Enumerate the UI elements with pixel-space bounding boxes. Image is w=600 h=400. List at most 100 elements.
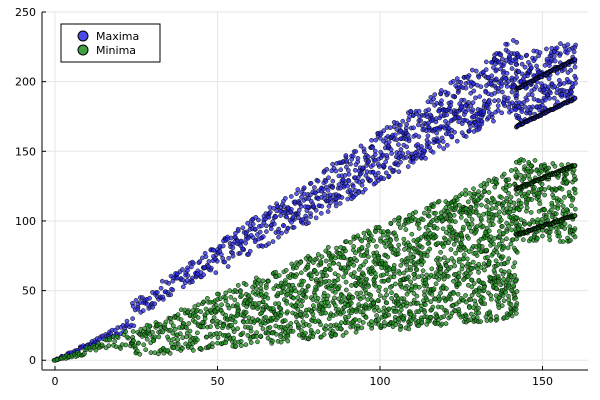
minima-point bbox=[293, 274, 298, 280]
maxima-point bbox=[473, 95, 478, 101]
minima-point bbox=[240, 330, 246, 336]
minima-point bbox=[282, 318, 288, 324]
maxima-point bbox=[496, 98, 501, 103]
minima-point bbox=[491, 268, 497, 273]
maxima-point bbox=[150, 304, 156, 310]
minima-point bbox=[513, 303, 519, 309]
maxima-point bbox=[346, 168, 351, 173]
minima-point bbox=[431, 286, 437, 292]
maxima-point bbox=[154, 290, 160, 295]
maxima-point bbox=[469, 67, 475, 73]
minima-point bbox=[438, 290, 443, 296]
minima-point bbox=[476, 310, 482, 316]
minima-point bbox=[278, 313, 283, 318]
minima-point bbox=[295, 300, 300, 305]
minima-point bbox=[106, 343, 112, 349]
minima-point bbox=[555, 205, 561, 211]
minima-point bbox=[401, 270, 407, 276]
maxima-point bbox=[455, 115, 461, 121]
minima-point bbox=[393, 281, 398, 287]
minima-point bbox=[526, 160, 532, 165]
maxima-point bbox=[552, 58, 558, 64]
minima-point bbox=[295, 295, 301, 300]
minima-point bbox=[284, 301, 290, 306]
minima-point bbox=[506, 190, 511, 196]
minima-point bbox=[471, 194, 476, 199]
minima-point bbox=[442, 255, 447, 260]
maxima-point bbox=[368, 177, 373, 183]
minima-point bbox=[389, 296, 395, 301]
maxima-point bbox=[470, 107, 476, 113]
maxima-point bbox=[285, 225, 291, 231]
maxima-branch-point bbox=[572, 57, 578, 63]
maxima-point bbox=[561, 81, 567, 86]
minima-point bbox=[386, 267, 392, 273]
minima-point bbox=[336, 261, 342, 267]
maxima-point bbox=[326, 175, 331, 181]
maxima-point bbox=[378, 149, 384, 155]
maxima-point bbox=[491, 118, 496, 124]
maxima-point bbox=[350, 184, 356, 189]
minima-point bbox=[453, 219, 458, 225]
minima-point bbox=[344, 239, 349, 244]
minima-point bbox=[202, 316, 208, 321]
minima-point bbox=[411, 290, 417, 296]
minima-point bbox=[373, 229, 378, 235]
minima-point bbox=[484, 247, 489, 253]
minima-point bbox=[455, 291, 461, 297]
minima-point bbox=[446, 240, 451, 246]
maxima-point bbox=[522, 104, 528, 110]
maxima-point bbox=[492, 90, 497, 96]
minima-point bbox=[571, 177, 577, 183]
minima-point bbox=[290, 328, 296, 334]
minima-point bbox=[190, 348, 196, 353]
maxima-point bbox=[230, 245, 236, 251]
minima-point bbox=[547, 237, 553, 243]
minima-point bbox=[215, 291, 220, 297]
maxima-point bbox=[430, 149, 436, 155]
minima-point bbox=[395, 251, 401, 257]
minima-point bbox=[406, 274, 411, 280]
minima-point bbox=[549, 214, 555, 219]
minima-point bbox=[360, 320, 366, 325]
minima-point bbox=[258, 281, 264, 287]
minima-point bbox=[415, 300, 421, 306]
maxima-point bbox=[225, 264, 231, 269]
minima-point bbox=[409, 231, 415, 237]
maxima-point bbox=[501, 60, 507, 66]
minima-point bbox=[308, 327, 314, 333]
minima-point bbox=[434, 226, 440, 231]
minima-point bbox=[481, 284, 487, 290]
minima-point bbox=[391, 274, 397, 280]
maxima-point bbox=[463, 134, 469, 139]
maxima-point bbox=[562, 66, 567, 72]
minima-point bbox=[514, 250, 520, 255]
maxima-point bbox=[465, 75, 471, 81]
minima-point bbox=[558, 199, 564, 205]
minima-point bbox=[351, 270, 357, 275]
minima-point bbox=[513, 295, 518, 301]
minima-point bbox=[429, 266, 435, 272]
maxima-point bbox=[390, 167, 396, 173]
minima-point bbox=[175, 312, 181, 317]
minima-point bbox=[360, 270, 366, 276]
maxima-point bbox=[333, 203, 339, 209]
maxima-point bbox=[463, 85, 469, 91]
minima-point bbox=[436, 198, 442, 204]
maxima-point bbox=[450, 93, 456, 99]
maxima-point bbox=[521, 99, 527, 105]
minima-point bbox=[500, 230, 506, 236]
minima-point bbox=[118, 346, 123, 351]
maxima-point bbox=[276, 226, 281, 232]
minima-point bbox=[175, 337, 181, 343]
minima-point bbox=[318, 260, 324, 266]
minima-point bbox=[307, 256, 313, 262]
minima-point bbox=[469, 284, 475, 290]
minima-point bbox=[235, 326, 240, 331]
minima-point bbox=[414, 293, 420, 299]
minima-point bbox=[559, 162, 564, 168]
minima-point bbox=[298, 260, 303, 265]
minima-point bbox=[474, 224, 480, 229]
minima-point bbox=[283, 267, 289, 273]
minima-point bbox=[424, 297, 430, 303]
